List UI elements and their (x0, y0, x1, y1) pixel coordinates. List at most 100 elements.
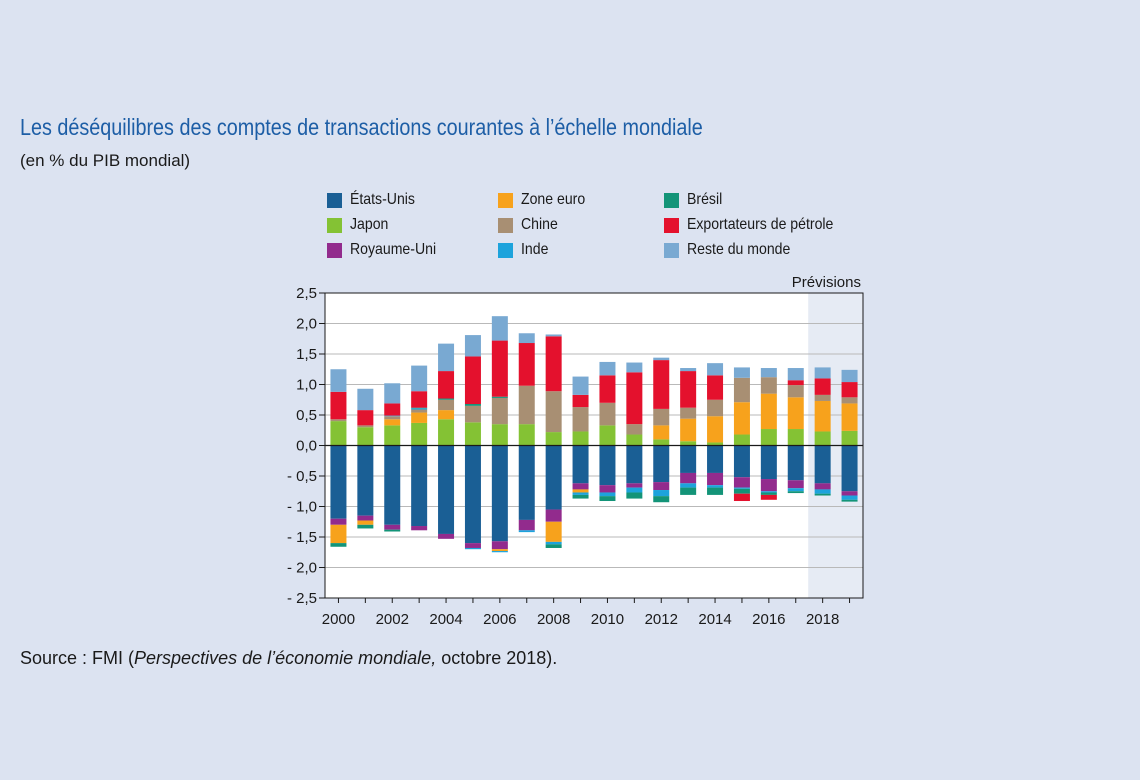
legend-label: Chine (521, 216, 558, 233)
legend-label: Royaume-Uni (350, 241, 437, 258)
bar-segment (491, 396, 508, 398)
bar-segment (599, 402, 616, 426)
bar-segment (411, 526, 428, 531)
legend-label: Japon (350, 216, 389, 233)
y-tick-label: 0,5 (296, 407, 317, 424)
source-note: Source : FMI (Perspectives de l’économie… (20, 648, 557, 669)
bar-segment (680, 418, 697, 442)
bar-segment (760, 479, 777, 492)
bar-segment (545, 432, 562, 446)
bar-segment (841, 403, 858, 431)
bar-segment (787, 491, 804, 494)
bar-segment (491, 541, 508, 550)
bar-segment (680, 487, 697, 495)
bar-segment (411, 422, 428, 446)
legend-item: Inde (498, 240, 552, 260)
bar-segment (760, 377, 777, 394)
bar-segment (599, 425, 616, 446)
bar-segment (438, 419, 455, 446)
bar-segment (330, 391, 347, 420)
bar-segment (653, 357, 670, 361)
bar-segment (357, 515, 374, 521)
bar-segment (680, 483, 697, 488)
bar-segment (438, 533, 455, 539)
bar-segment (357, 410, 374, 426)
bar-segment (572, 492, 589, 495)
y-tick-label: 0,0 (296, 438, 317, 455)
bar-segment (841, 369, 858, 383)
bar-segment (572, 489, 589, 493)
x-tick-label: 2002 (376, 611, 409, 628)
bar-segment (572, 483, 589, 490)
bar-segment (464, 445, 481, 544)
bar-segment (707, 399, 724, 417)
y-tick-label: 2,0 (296, 316, 317, 333)
bar-segment (545, 541, 562, 545)
bar-segment (814, 445, 831, 484)
bar-segment (733, 402, 750, 435)
legend-swatch (327, 192, 342, 208)
bar-segment (464, 405, 481, 423)
bar-segment (384, 415, 401, 417)
bar-segment (599, 361, 616, 376)
bar-segment (330, 543, 347, 547)
bar-segment (760, 494, 777, 500)
bar-segment (814, 493, 831, 496)
bar-segment (787, 445, 804, 481)
bar-segment (438, 371, 455, 399)
bar-segment (411, 409, 428, 413)
y-tick-label: 1,0 (296, 377, 317, 394)
bar-segment (518, 343, 535, 386)
bar-segment (787, 397, 804, 430)
bar-segment (760, 491, 777, 493)
bar-segment (814, 400, 831, 432)
legend-item: Zone euro (498, 190, 594, 210)
bar-segment (787, 368, 804, 381)
bar-segment (760, 429, 777, 446)
bar-segment (572, 376, 589, 395)
bar-segment (841, 397, 858, 404)
bar-segment (760, 492, 777, 495)
bar-segment (814, 367, 831, 379)
bar-segment (814, 394, 831, 401)
bar-segment (572, 407, 589, 432)
bar-segment (653, 360, 670, 409)
bar-segment (653, 408, 670, 426)
bar-segment (841, 382, 858, 398)
bar-segment (760, 368, 777, 378)
source-suffix: octobre 2018). (436, 648, 558, 668)
bar-segment (680, 445, 697, 473)
bar-segment (572, 394, 589, 408)
legend-label: Reste du monde (687, 241, 791, 258)
y-tick-label: 2,5 (296, 285, 317, 302)
bar-segment (384, 419, 401, 426)
bar-segment (707, 363, 724, 376)
bar-segment (626, 487, 643, 493)
bar-segment (760, 445, 777, 480)
bar-segment (330, 419, 347, 422)
bar-segment (707, 416, 724, 443)
bar-segment (814, 378, 831, 395)
bar-segment (626, 362, 643, 373)
y-tick-label: 1,5 (296, 346, 317, 363)
legend-swatch (327, 242, 342, 258)
legend-swatch (327, 217, 342, 233)
x-tick-label: 2006 (483, 611, 516, 628)
bar-segment (626, 434, 643, 446)
bar-segment (572, 494, 589, 499)
bar-segment (491, 445, 508, 542)
bar-segment (787, 429, 804, 446)
bar-segment (545, 509, 562, 522)
y-tick-label: - 1,0 (287, 499, 317, 516)
bar-segment (518, 385, 535, 425)
bar-segment (330, 518, 347, 525)
bar-segment (787, 380, 804, 386)
bar-segment (491, 316, 508, 341)
bar-segment (464, 335, 481, 357)
bar-segment (733, 434, 750, 446)
bar-segment (707, 485, 724, 488)
legend-item: Exportateurs de pétrole (664, 215, 853, 235)
legend-item: Japon (327, 215, 394, 235)
bar-segment (653, 490, 670, 497)
